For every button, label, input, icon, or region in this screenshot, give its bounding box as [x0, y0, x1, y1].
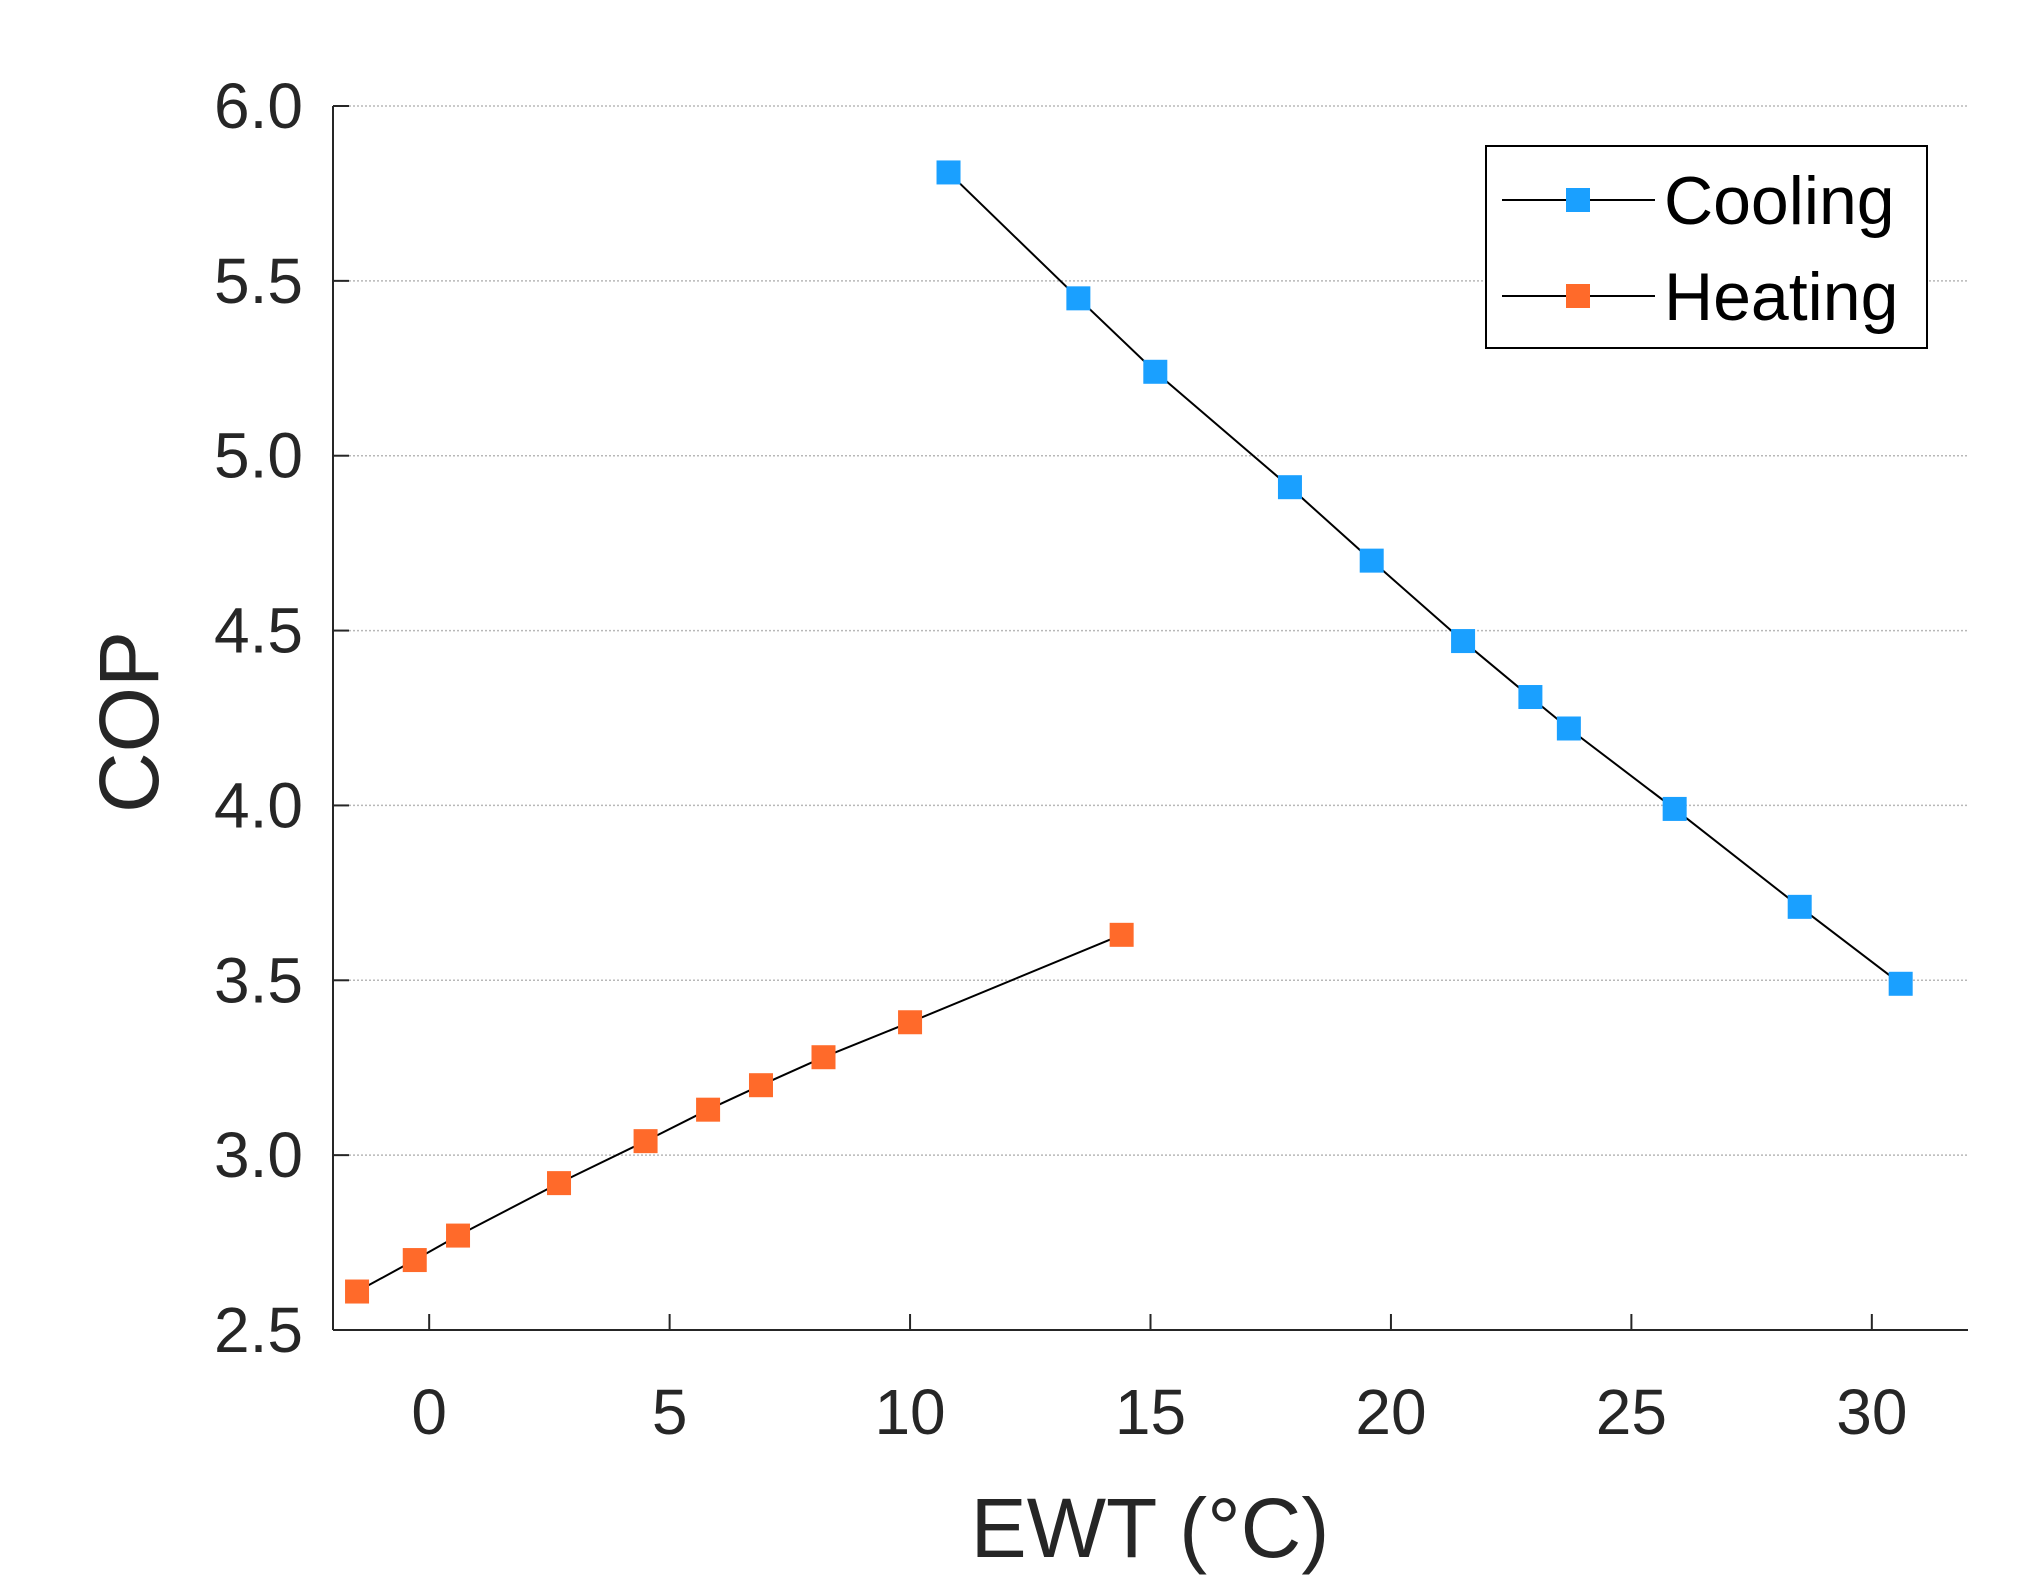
x-tick-label: 10 [874, 1376, 945, 1448]
legend-label-heating: Heating [1664, 259, 1898, 335]
data-point-cooling [1787, 894, 1812, 919]
data-point-cooling [1359, 548, 1384, 573]
series-line-heating [356, 933, 1123, 1293]
data-series [345, 160, 1913, 1304]
data-point-cooling [1066, 286, 1091, 311]
data-point-heating [811, 1045, 836, 1070]
y-tick-label: 3.0 [214, 1119, 303, 1191]
x-axis-title: EWT (°C) [971, 1481, 1330, 1575]
data-point-heating [547, 1171, 572, 1196]
y-axis-title: COP [82, 631, 176, 813]
y-tick-label: 5.0 [214, 420, 303, 492]
axes [332, 105, 1968, 1331]
data-point-heating [633, 1129, 658, 1154]
data-point-heating [748, 1073, 773, 1098]
x-tick-label: 15 [1115, 1376, 1186, 1448]
data-point-cooling [1662, 796, 1687, 821]
legend-marker-heating [1566, 284, 1590, 308]
legend: Cooling Heating [1485, 145, 1928, 349]
data-point-cooling [1277, 475, 1302, 500]
data-point-heating [446, 1223, 471, 1248]
y-tick-label: 4.5 [214, 595, 303, 667]
legend-box [1485, 145, 1928, 349]
x-tick-label: 0 [411, 1376, 447, 1448]
data-point-cooling [936, 160, 961, 185]
data-point-heating [1109, 922, 1134, 947]
y-tick-label: 2.5 [214, 1294, 303, 1366]
y-tick-label: 5.5 [214, 245, 303, 317]
y-tick-label: 6.0 [214, 70, 303, 142]
x-tick-label: 20 [1355, 1376, 1426, 1448]
legend-marker-cooling [1566, 188, 1590, 212]
tick-labels: 2.5 3.0 3.5 4.0 4.5 5.0 5.5 6.0 0 5 10 15 20 25 30 [214, 70, 1907, 1448]
data-point-heating [402, 1248, 427, 1273]
y-tick-label: 4.0 [214, 769, 303, 841]
data-point-cooling [1451, 629, 1476, 654]
data-point-heating [696, 1097, 721, 1122]
grid-lines [333, 105, 1968, 1156]
x-tick-label: 25 [1596, 1376, 1667, 1448]
data-point-cooling [1556, 716, 1581, 741]
data-point-heating [898, 1010, 923, 1035]
y-tick-label: 3.5 [214, 944, 303, 1016]
x-tick-label: 5 [652, 1376, 688, 1448]
data-point-cooling [1518, 685, 1543, 710]
x-tick-label: 30 [1836, 1376, 1907, 1448]
legend-label-cooling: Cooling [1664, 163, 1895, 239]
data-point-cooling [1888, 971, 1913, 996]
data-point-heating [345, 1279, 370, 1304]
data-point-cooling [1143, 359, 1168, 384]
